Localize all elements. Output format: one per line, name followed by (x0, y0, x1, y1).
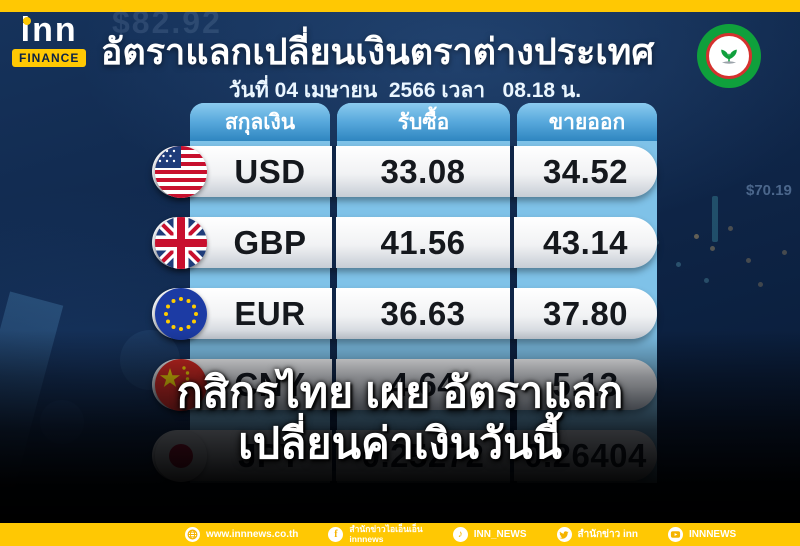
currency-cell: USD (152, 145, 332, 198)
currency-code: GBP (233, 223, 307, 261)
tiktok-icon: ♪ (452, 527, 468, 542)
page-title: อัตราแลกเปลี่ยนเงินตราต่างประเทศ (100, 31, 655, 72)
inn-logo-yellow-dot (22, 17, 31, 25)
facebook-icon: f (328, 527, 344, 542)
finance-badge: FINANCE (12, 48, 87, 67)
footer-label: สำนักข่าวไอเอ็นเอ็น innnews (349, 524, 423, 544)
footer-item-twitter: สำนักข่าว inn (556, 527, 638, 542)
background-price-text: $82.92 (112, 4, 222, 40)
row-divider (332, 217, 336, 268)
table-row-gbp: GBP 41.56 43.14 (152, 216, 657, 269)
footer-item-tiktok: ♪ INN_NEWS (452, 527, 527, 542)
footer-label: INN_NEWS (473, 529, 527, 540)
footer-label-line2: innnews (349, 533, 384, 544)
footer-item-facebook: f สำนักข่าวไอเอ็นเอ็น innnews (328, 524, 423, 544)
background-price-text: $70.19 (746, 182, 792, 199)
background-chart-dots (694, 234, 699, 239)
footer-social-bar: www.innnews.co.th f สำนักข่าวไอเอ็นเอ็น … (0, 523, 800, 546)
row-divider (332, 288, 336, 339)
sell-rate: 34.52 (542, 152, 629, 190)
bottom-dark-gradient (0, 330, 800, 523)
kasikornbank-logo-ring (706, 33, 752, 79)
currency-cell: GBP (152, 216, 332, 269)
currency-code: USD (234, 152, 306, 190)
row-divider (510, 146, 514, 197)
usd-flag-icon (155, 145, 207, 198)
row-divider (332, 146, 336, 197)
footer-item-website: www.innnews.co.th (185, 527, 298, 542)
date-line: วันที่ 04 เมษายน 2566 เวลา 08.18 น. (228, 79, 582, 102)
footer-label: www.innnews.co.th (206, 529, 299, 540)
buy-rate: 36.63 (380, 294, 466, 332)
rice-sprout-icon (721, 49, 737, 64)
footer-label: สำนักข่าว inn (577, 529, 638, 540)
column-header-buy: รับซื้อ (337, 103, 510, 141)
background-candlestick (712, 196, 718, 242)
inn-logo-text: inn (21, 13, 78, 47)
headline-line-1: กสิกรไทย เผย อัตราแลก (176, 369, 624, 417)
top-accent-bar (0, 0, 800, 12)
news-headline: กสิกรไทย เผย อัตราแลก เปลี่ยนค่าเงินวันน… (0, 368, 800, 469)
buy-rate: 33.08 (380, 152, 466, 190)
row-divider (510, 217, 514, 268)
twitter-icon (556, 527, 572, 542)
gbp-flag-icon (155, 216, 207, 269)
youtube-icon (667, 527, 683, 542)
column-header-currency: สกุลเงิน (190, 103, 330, 141)
sell-rate: 43.14 (542, 223, 629, 261)
sell-rate: 37.80 (542, 294, 629, 332)
globe-icon (185, 527, 200, 542)
row-divider (510, 288, 514, 339)
headline-line-2: เปลี่ยนค่าเงินวันนี้ (238, 419, 562, 468)
table-row-usd: USD 33.08 34.52 (152, 145, 657, 198)
column-header-sell: ขายออก (517, 103, 657, 141)
footer-label: INNNEWS (688, 529, 737, 540)
buy-rate: 41.56 (380, 223, 466, 261)
footer-label-line1: สำนักข่าวไอเอ็นเอ็น (349, 524, 423, 535)
footer-item-youtube: INNNEWS (667, 527, 737, 542)
currency-code: EUR (234, 294, 306, 332)
kasikornbank-logo (697, 24, 761, 88)
inn-finance-logo: inn FINANCE (12, 13, 87, 67)
